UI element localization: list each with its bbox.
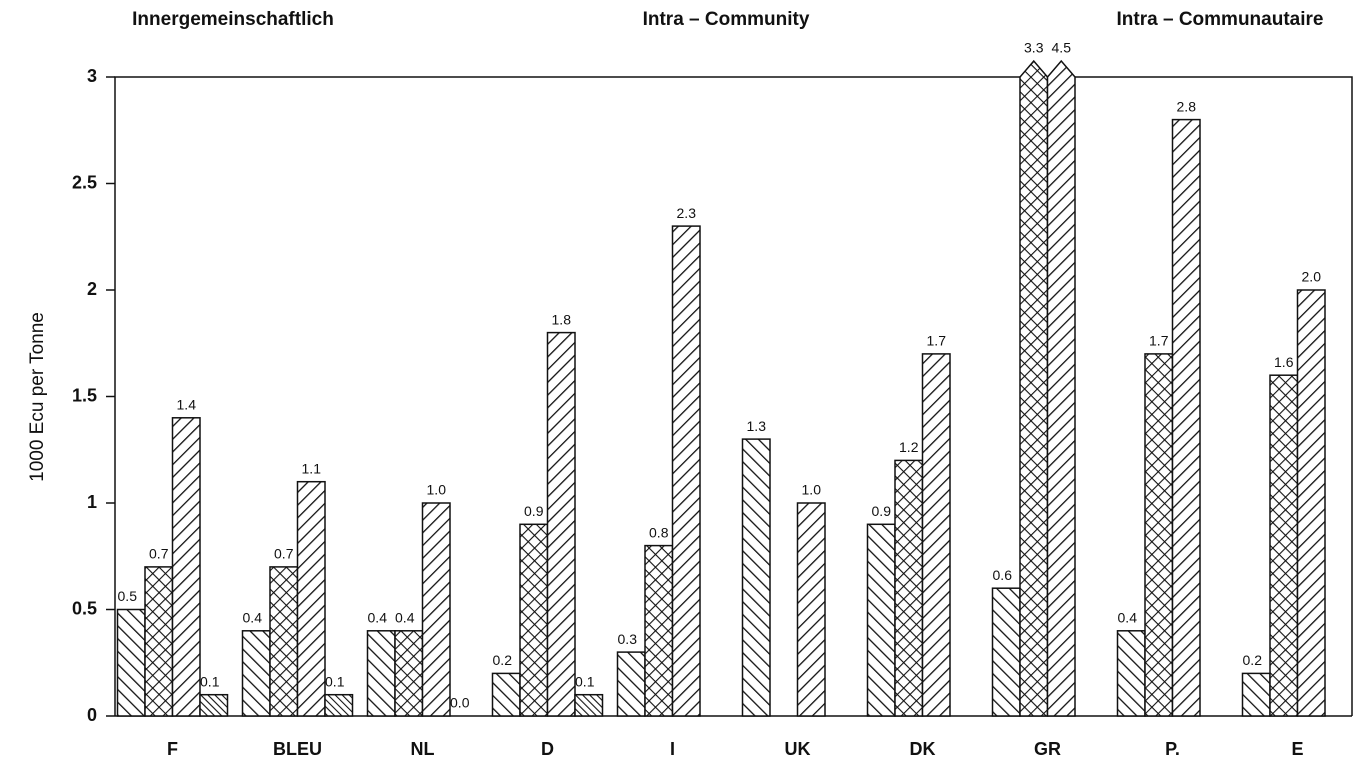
bar <box>296 480 326 717</box>
value-label: 0.0 <box>450 695 470 711</box>
x-tick-label: F <box>167 739 178 759</box>
bar <box>1144 353 1174 717</box>
bar <box>921 353 951 717</box>
bar <box>116 608 146 717</box>
y-tick-label: 0 <box>87 705 97 725</box>
value-label: 1.0 <box>427 482 447 498</box>
y-tick-label: 2.5 <box>72 172 97 192</box>
bar <box>796 502 826 717</box>
bar <box>546 331 576 717</box>
x-tick-label: DK <box>910 739 936 759</box>
y-tick-label: 3 <box>87 66 97 86</box>
value-label: 0.1 <box>200 673 220 689</box>
value-label: 1.1 <box>302 460 322 476</box>
value-label: 0.4 <box>243 610 263 626</box>
bar <box>616 651 646 717</box>
x-tick-label: NL <box>411 739 435 759</box>
y-tick-label: 0.5 <box>72 598 97 618</box>
bar <box>866 523 896 717</box>
value-label: 0.4 <box>1118 610 1138 626</box>
bar <box>491 672 521 717</box>
bar <box>144 566 174 717</box>
bar <box>1241 672 1271 717</box>
x-tick-label: P. <box>1165 739 1180 759</box>
x-tick-label: UK <box>785 739 811 759</box>
bar <box>324 693 354 717</box>
value-label: 1.0 <box>802 482 822 498</box>
value-label: 0.7 <box>274 546 294 562</box>
y-axis-label: 1000 Ecu per Tonne <box>27 312 48 482</box>
value-label: 1.8 <box>552 311 572 327</box>
bar <box>366 630 396 717</box>
chart-title: Innergemeinschaftlich <box>132 9 334 30</box>
value-label: 1.2 <box>899 439 919 455</box>
x-tick-label: E <box>1291 739 1303 759</box>
value-label: 0.8 <box>649 524 669 540</box>
value-label: 1.4 <box>177 397 197 413</box>
bar <box>1019 59 1049 717</box>
bar <box>741 438 771 717</box>
value-label: 0.9 <box>524 503 544 519</box>
bar <box>1171 118 1201 717</box>
bar <box>991 587 1021 717</box>
bar <box>1269 374 1299 717</box>
bar <box>519 523 549 717</box>
bar <box>421 502 451 717</box>
value-label: 1.7 <box>927 333 947 349</box>
chart-title: Intra – Community <box>643 9 810 30</box>
value-label: 0.1 <box>325 673 345 689</box>
value-label: 0.3 <box>618 631 638 647</box>
value-label: 2.8 <box>1177 98 1197 114</box>
x-tick-label: GR <box>1034 739 1061 759</box>
value-label: 0.4 <box>395 610 415 626</box>
bar <box>269 566 299 717</box>
bar <box>394 630 424 717</box>
value-label: 2.0 <box>1302 269 1322 285</box>
bar <box>241 630 271 717</box>
value-label: 0.9 <box>872 503 892 519</box>
y-tick-label: 2 <box>87 279 97 299</box>
bar <box>894 459 924 717</box>
value-label: 2.3 <box>677 205 697 221</box>
chart-title: Intra – Communautaire <box>1117 9 1324 30</box>
value-label: 3.3 <box>1024 40 1044 56</box>
bar <box>1046 59 1076 717</box>
bar <box>199 693 229 717</box>
value-label: 0.5 <box>118 588 138 604</box>
value-label: 1.6 <box>1274 354 1294 370</box>
value-label: 0.2 <box>1243 652 1263 668</box>
x-tick-label: D <box>541 739 554 759</box>
x-tick-label: I <box>670 739 675 759</box>
bar <box>574 693 604 717</box>
x-tick-label: BLEU <box>273 739 322 759</box>
value-label: 1.7 <box>1149 333 1169 349</box>
value-label: 0.1 <box>575 673 595 689</box>
y-tick-label: 1.5 <box>72 385 97 405</box>
value-label: 0.6 <box>993 567 1013 583</box>
y-tick-label: 1 <box>87 492 97 512</box>
bar <box>1116 630 1146 717</box>
value-label: 4.5 <box>1052 40 1072 56</box>
bar <box>671 225 701 717</box>
value-label: 0.2 <box>493 652 513 668</box>
value-label: 0.7 <box>149 546 169 562</box>
value-label: 0.4 <box>368 610 388 626</box>
bar <box>644 544 674 717</box>
bar <box>171 417 201 717</box>
bar <box>1296 289 1326 717</box>
value-label: 1.3 <box>747 418 767 434</box>
